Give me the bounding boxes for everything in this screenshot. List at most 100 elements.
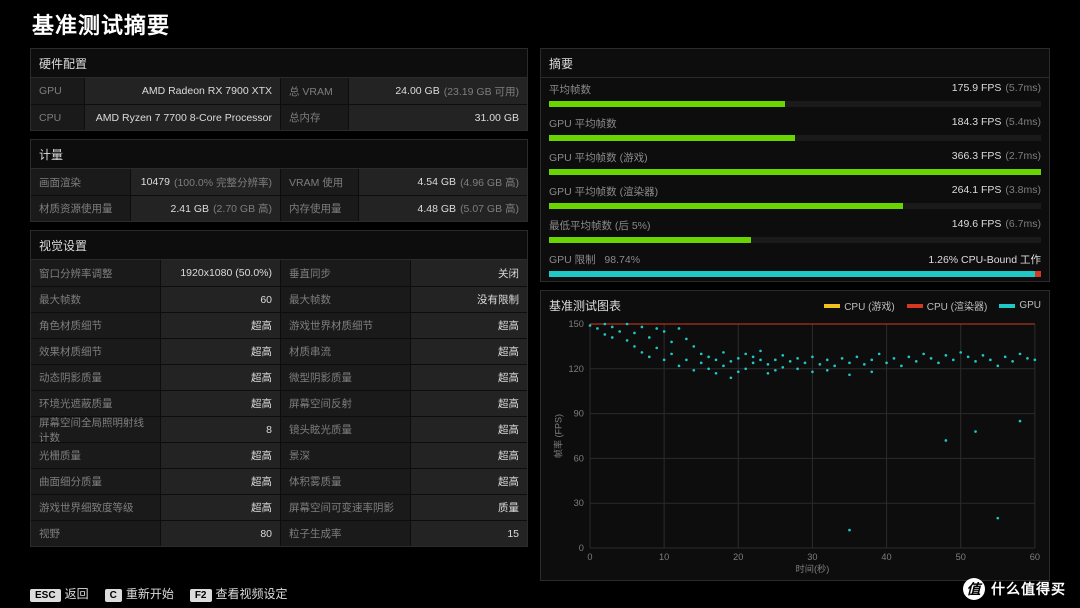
- metering-header: 计量: [31, 140, 527, 169]
- setting-value: 80: [161, 520, 281, 546]
- setting-label: 曲面细分质量: [31, 468, 161, 494]
- footer-action[interactable]: F2查看视频设定: [190, 585, 288, 602]
- setting-value: 超高: [411, 338, 527, 364]
- setting-value: 超高: [411, 364, 527, 390]
- setting-label: 景深: [281, 442, 411, 468]
- svg-text:0: 0: [587, 552, 592, 562]
- setting-label: 动态阴影质量: [31, 364, 161, 390]
- setting-label: 微型阴影质量: [281, 364, 411, 390]
- setting-label: 总 VRAM: [281, 78, 349, 104]
- visual-panel: 视觉设置 窗口分辨率调整1920x1080 (50.0%)垂直同步关闭最大帧数6…: [30, 230, 528, 547]
- setting-label: 游戏世界细致度等级: [31, 494, 161, 520]
- svg-text:时间(秒): 时间(秒): [796, 563, 830, 574]
- summary-header: 摘要: [541, 49, 1049, 78]
- setting-value: 超高: [161, 312, 281, 338]
- svg-text:60: 60: [1030, 552, 1040, 562]
- setting-label: 视野: [31, 520, 161, 546]
- setting-value: 超高: [411, 416, 527, 442]
- setting-label: 屏幕空间反射: [281, 390, 411, 416]
- setting-value: 超高: [411, 390, 527, 416]
- setting-label: 游戏世界材质细节: [281, 312, 411, 338]
- setting-value: 超高: [161, 468, 281, 494]
- watermark: 值 什么值得买: [963, 578, 1066, 600]
- setting-label: 屏幕空间全局照明射线计数: [31, 416, 161, 442]
- summary-row: 最低平均帧数 (后 5%)149.6 FPS(6.7ms): [541, 213, 1049, 243]
- summary-row: 平均帧数175.9 FPS(5.7ms): [541, 78, 1049, 107]
- setting-label: 角色材质细节: [31, 312, 161, 338]
- setting-value: 质量: [411, 494, 527, 520]
- setting-value: 4.48 GB(5.07 GB 高): [359, 195, 527, 221]
- page-title: 基准测试摘要: [32, 8, 1050, 40]
- setting-label: 效果材质细节: [31, 338, 161, 364]
- setting-label: 总内存: [281, 104, 349, 130]
- setting-label: 最大帧数: [281, 286, 411, 312]
- footer-bar: ESC返回 C重新开始 F2查看视频设定: [30, 585, 288, 602]
- chart-header: 基准测试图表: [549, 297, 621, 314]
- setting-value: 24.00 GB(23.19 GB 可用): [349, 78, 527, 104]
- setting-label: 垂直同步: [281, 260, 411, 286]
- svg-text:150: 150: [568, 319, 583, 329]
- hardware-header: 硬件配置: [31, 49, 527, 78]
- summary-panel: 摘要 平均帧数175.9 FPS(5.7ms) GPU 平均帧数184.3 FPS…: [540, 48, 1050, 282]
- setting-label: 环境光遮蔽质量: [31, 390, 161, 416]
- setting-label: 最大帧数: [31, 286, 161, 312]
- svg-text:120: 120: [568, 364, 583, 374]
- setting-label: CPU: [31, 104, 85, 130]
- svg-text:20: 20: [733, 552, 743, 562]
- setting-value: 超高: [411, 468, 527, 494]
- setting-value: 4.54 GB(4.96 GB 高): [359, 169, 527, 195]
- setting-label: 粒子生成率: [281, 520, 411, 546]
- setting-value: 关闭: [411, 260, 527, 286]
- visual-header: 视觉设置: [31, 231, 527, 260]
- svg-text:10: 10: [659, 552, 669, 562]
- setting-label: 屏幕空间可变速率阴影: [281, 494, 411, 520]
- setting-value: 60: [161, 286, 281, 312]
- summary-row: GPU 平均帧数184.3 FPS(5.4ms): [541, 111, 1049, 141]
- legend-item: CPU (渲染器): [907, 298, 988, 313]
- setting-value: 超高: [411, 312, 527, 338]
- chart-panel: 基准测试图表 CPU (游戏) CPU (渲染器) GPU 0 10 20 30 40 50 6…: [540, 290, 1050, 581]
- setting-label: 窗口分辨率调整: [31, 260, 161, 286]
- setting-label: 光栅质量: [31, 442, 161, 468]
- svg-text:40: 40: [881, 552, 891, 562]
- setting-value: 超高: [161, 390, 281, 416]
- setting-value: AMD Ryzen 7 7700 8-Core Processor: [85, 104, 281, 130]
- metering-panel: 计量 画面渲染10479(100.0% 完整分辨率)VRAM 使用4.54 GB…: [30, 139, 528, 222]
- svg-text:0: 0: [579, 543, 584, 553]
- svg-text:50: 50: [956, 552, 966, 562]
- gpu-bound-row: GPU 限制 98.74%1.26% CPU-Bound 工作: [541, 247, 1049, 277]
- svg-text:60: 60: [574, 453, 584, 463]
- setting-value: 超高: [411, 442, 527, 468]
- footer-action[interactable]: C重新开始: [105, 585, 174, 602]
- benchmark-chart: 01020304050600306090120150时间(秒)帧率 (FPS): [549, 318, 1041, 576]
- watermark-badge-icon: 值: [963, 578, 985, 600]
- setting-value: 1920x1080 (50.0%): [161, 260, 281, 286]
- setting-label: VRAM 使用: [281, 169, 359, 195]
- setting-label: 内存使用量: [281, 195, 359, 221]
- setting-value: 超高: [161, 494, 281, 520]
- svg-text:帧率 (FPS): 帧率 (FPS): [552, 414, 563, 458]
- setting-label: 体积雾质量: [281, 468, 411, 494]
- setting-value: 超高: [161, 338, 281, 364]
- hardware-panel: 硬件配置 GPUAMD Radeon RX 7900 XTX总 VRAM24.0…: [30, 48, 528, 131]
- setting-value: 15: [411, 520, 527, 546]
- setting-value: 2.41 GB(2.70 GB 高): [131, 195, 281, 221]
- svg-text:30: 30: [807, 552, 817, 562]
- setting-value: 31.00 GB: [349, 104, 527, 130]
- setting-value: 10479(100.0% 完整分辨率): [131, 169, 281, 195]
- watermark-text: 什么值得买: [991, 579, 1066, 599]
- setting-label: 画面渲染: [31, 169, 131, 195]
- setting-value: 没有限制: [411, 286, 527, 312]
- setting-label: 材质资源使用量: [31, 195, 131, 221]
- setting-value: 超高: [161, 442, 281, 468]
- legend-item: GPU: [999, 298, 1041, 313]
- chart-legend: CPU (游戏) CPU (渲染器) GPU: [824, 298, 1041, 313]
- footer-action[interactable]: ESC返回: [30, 585, 89, 602]
- setting-label: 材质串流: [281, 338, 411, 364]
- legend-item: CPU (游戏): [824, 298, 895, 313]
- setting-label: GPU: [31, 78, 85, 104]
- svg-text:90: 90: [574, 409, 584, 419]
- summary-row: GPU 平均帧数 (游戏)366.3 FPS(2.7ms): [541, 145, 1049, 175]
- setting-value: 8: [161, 416, 281, 442]
- setting-label: 镜头眩光质量: [281, 416, 411, 442]
